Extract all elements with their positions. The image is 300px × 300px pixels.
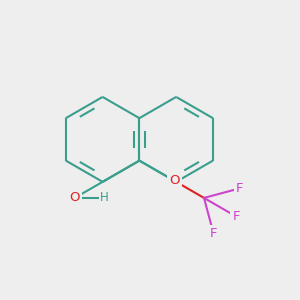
Text: F: F [236, 182, 244, 195]
Text: O: O [70, 191, 80, 204]
Text: F: F [232, 210, 240, 223]
Text: H: H [100, 191, 109, 204]
Text: F: F [210, 227, 218, 240]
Text: O: O [169, 174, 180, 187]
